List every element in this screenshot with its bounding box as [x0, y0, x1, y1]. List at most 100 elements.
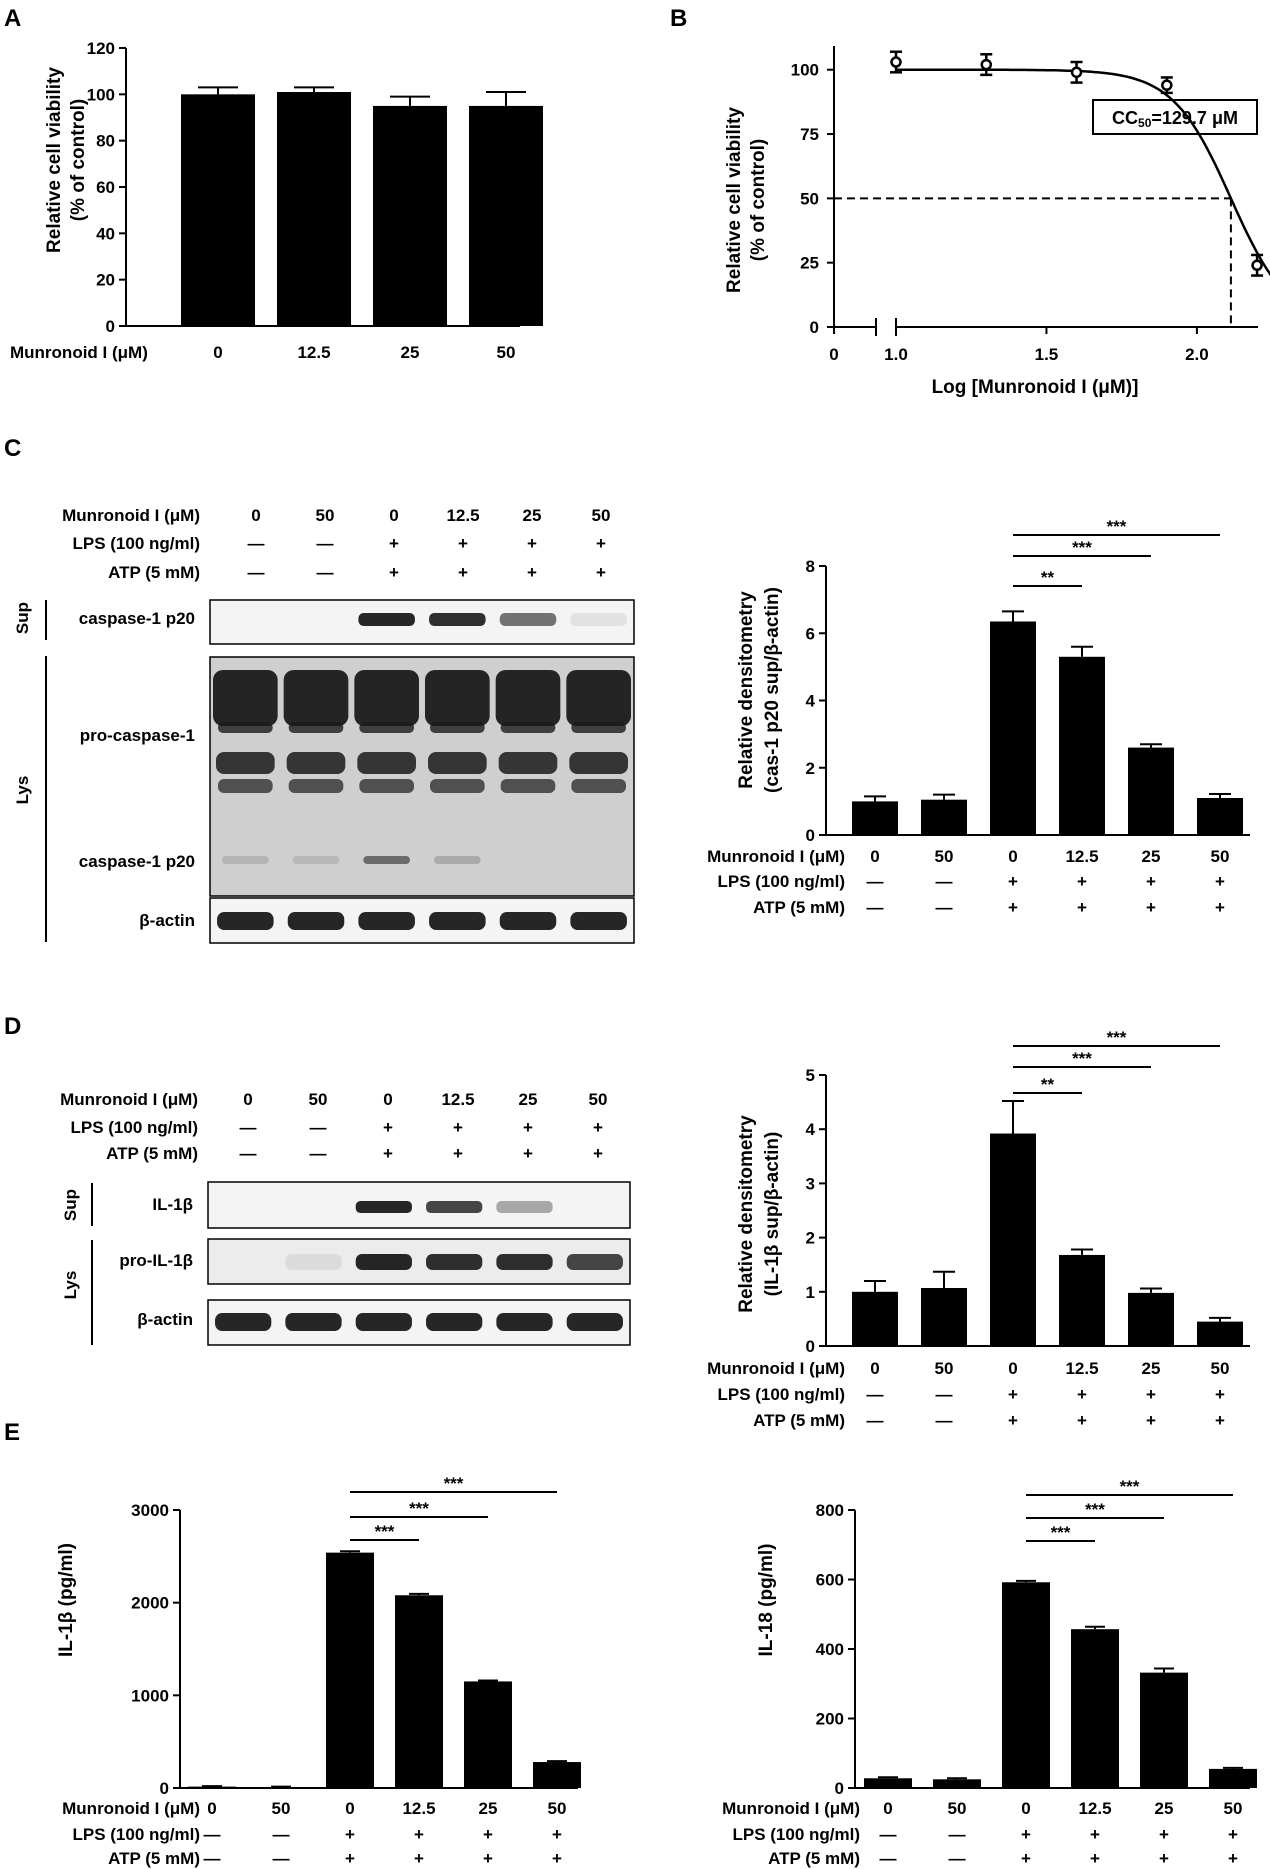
blot-d-table-cell-atp: +	[383, 1144, 393, 1163]
blot-d-pro-il1b-band	[355, 1254, 412, 1270]
chart-a: Relative cell viability (% of control) M…	[10, 39, 543, 362]
chart-e-il18-table-cell-dose: 25	[1155, 1799, 1174, 1818]
chart-e-il1b-table-cell-lps: —	[273, 1825, 290, 1844]
chart-b-ytick-label: 50	[800, 189, 819, 208]
chart-d-bar	[1197, 1321, 1243, 1346]
chart-e-il1b-bar	[395, 1595, 443, 1788]
chart-c-table-cell-atp: —	[936, 898, 953, 917]
chart-d-significance-label: **	[1041, 1075, 1055, 1094]
chart-c-bar	[1197, 798, 1243, 835]
chart-b-data-point	[1070, 66, 1083, 79]
chart-e-il1b-table-cell-dose: 50	[548, 1799, 567, 1818]
blot-c-lys-band	[359, 722, 414, 733]
panel-label-c: C	[4, 435, 21, 462]
blot-c-lys-p20-band	[292, 856, 340, 864]
panel-label-a: A	[4, 5, 21, 32]
chart-e-il1b-table-cell-atp: +	[483, 1849, 493, 1868]
chart-b-ylabel-line1: Relative cell viability	[724, 107, 745, 293]
chart-d-table-cell-dose: 0	[1008, 1359, 1017, 1378]
chart-d-ylabel-line1: Relative densitometry	[736, 1115, 757, 1313]
chart-d-table-cell-atp: +	[1008, 1411, 1018, 1430]
chart-d-table-cell-lps: +	[1146, 1385, 1156, 1404]
blot-c-table-cell-lps: —	[248, 534, 265, 553]
blot-c-lys-band	[571, 722, 626, 733]
chart-a-ytick-label: 100	[87, 85, 115, 104]
chart-e-il18-table-cell-lps: —	[949, 1825, 966, 1844]
chart-e-il1b-ytick-label: 3000	[131, 1501, 169, 1520]
blot-d-pro-il1b-band	[426, 1254, 483, 1270]
blot-d-pro-il1b-membrane	[207, 1238, 631, 1285]
blot-d-pro-il1b-band	[496, 1254, 553, 1270]
chart-e-il18-ylabel: IL-18 (pg/ml)	[756, 1544, 777, 1657]
chart-d-table-row-label-atp: ATP (5 mM)	[753, 1411, 845, 1430]
chart-d-table-row-label-dose: Munronoid I (μM)	[707, 1359, 845, 1378]
blot-c-sup-p20-membrane	[209, 599, 635, 645]
blot-c-band-label-lys-p20: caspase-1 p20	[79, 852, 195, 871]
chart-a-ytick-label: 80	[96, 132, 115, 151]
chart-d-ytick-label: 0	[806, 1337, 815, 1356]
chart-e-il1b-bar	[188, 1786, 236, 1788]
chart-e-il1b-table-row-label-atp: ATP (5 mM)	[108, 1849, 200, 1868]
chart-b-xtick-label: 1.0	[884, 345, 908, 364]
chart-c-ytick-label: 4	[806, 692, 816, 711]
blot-c-table-cell-lps: +	[389, 534, 399, 553]
blot-d-sup-il1b-membrane	[207, 1181, 631, 1229]
chart-b-annotation-box	[1092, 99, 1258, 135]
chart-c-table-cell-lps: +	[1077, 872, 1087, 891]
blot-c-lys-band	[571, 779, 626, 793]
blot-c-lys-p20-band	[222, 856, 269, 864]
blot-c-lys-band	[359, 779, 414, 793]
chart-d-table-cell-lps: +	[1215, 1385, 1225, 1404]
blot-c-sup-p20-band	[570, 613, 627, 626]
chart-d-table-cell-lps: —	[936, 1385, 953, 1404]
chart-e-il1b-significance-label: ***	[375, 1522, 395, 1541]
chart-a-bar	[373, 105, 447, 327]
chart-e-il18-significance-label: ***	[1120, 1477, 1140, 1496]
panel-labels: A B C D E	[4, 5, 687, 1446]
chart-a-category-label: 12.5	[297, 343, 330, 362]
blot-c-lys-band	[218, 722, 273, 733]
blot-d-table-cell-dose: 0	[383, 1090, 392, 1109]
chart-e-il18-table-cell-dose: 0	[883, 1799, 892, 1818]
blot-d-table-row-label-dose: Munronoid I (μM)	[60, 1090, 198, 1109]
chart-d-ytick-label: 3	[806, 1174, 815, 1193]
chart-b-data-point	[1161, 79, 1173, 91]
chart-e-il18-significance-label: ***	[1085, 1500, 1105, 1519]
blot-c-lys-band	[286, 752, 346, 774]
blot-d-table-cell-atp: +	[523, 1144, 533, 1163]
panel-label-e: E	[4, 1419, 20, 1446]
chart-e-il18-table-cell-atp: —	[949, 1849, 966, 1868]
blot-c-sup-p20-band	[499, 613, 557, 626]
blot-c-table-cell-dose: 50	[316, 506, 335, 525]
chart-d-table-cell-dose: 0	[870, 1359, 879, 1378]
chart-d-table-cell-dose: 25	[1142, 1359, 1161, 1378]
chart-c-table-cell-atp: +	[1077, 898, 1087, 917]
blot-c-lys-band	[500, 779, 556, 793]
chart-a-xlabel: Munronoid I (μM)	[10, 343, 148, 362]
chart-b-ytick-label: 75	[800, 125, 819, 144]
chart-d-table-cell-dose: 50	[935, 1359, 954, 1378]
blot-d-table-cell-lps: —	[310, 1118, 327, 1137]
blot-c-lys-band	[430, 779, 485, 793]
blot-d-actin-band	[285, 1313, 342, 1331]
chart-d-table-row-label-lps: LPS (100 ng/ml)	[717, 1385, 845, 1404]
blot-c-table-cell-dose: 25	[523, 506, 542, 525]
blot-d-actin-membrane	[207, 1299, 631, 1346]
blot-d-table-cell-atp: +	[593, 1144, 603, 1163]
blot-d-table-cell-dose: 0	[243, 1090, 252, 1109]
chart-e-il1b-table-cell-lps: +	[345, 1825, 355, 1844]
chart-d-ytick-label: 4	[806, 1120, 816, 1139]
chart-d-bar	[1128, 1292, 1174, 1346]
blot-d-pro-il1b-band	[566, 1254, 623, 1270]
blot-d-table-cell-dose: 12.5	[441, 1090, 474, 1109]
blot-d-table-cell-atp: —	[240, 1144, 257, 1163]
blot-c-lys-p20-band	[434, 856, 481, 864]
blot-c-table-cell-lps: +	[596, 534, 606, 553]
chart-c-bar	[990, 621, 1036, 835]
chart-a-bar	[277, 92, 351, 327]
chart-e-il18-ytick-label: 200	[816, 1710, 844, 1729]
blot-c-lys-membrane	[209, 656, 635, 897]
blot-d-table-cell-atp: —	[310, 1144, 327, 1163]
chart-e-il1b-ytick-label: 2000	[131, 1594, 169, 1613]
